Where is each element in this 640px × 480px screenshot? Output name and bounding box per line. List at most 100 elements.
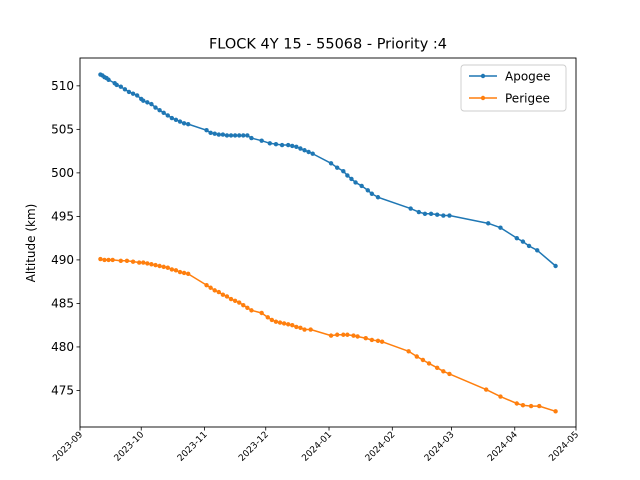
perigee-point	[553, 409, 558, 414]
apogee-point	[267, 141, 273, 146]
perigee-point	[498, 394, 503, 399]
apogee-point	[173, 117, 179, 122]
perigee-point	[345, 332, 350, 337]
apogee-point	[273, 141, 279, 147]
apogee-point	[553, 263, 558, 269]
apogee-point	[165, 113, 170, 118]
perigee-point	[124, 258, 130, 263]
perigee-point	[265, 315, 270, 320]
perigee-point	[406, 349, 411, 354]
perigee-point	[328, 333, 334, 338]
y-tick-label: 500	[51, 166, 74, 180]
perigee-point	[290, 322, 295, 328]
perigee-point	[118, 258, 124, 263]
apogee-point	[161, 110, 166, 116]
perigee-point	[363, 336, 368, 341]
perigee-point	[173, 268, 179, 273]
apogee-point	[435, 212, 440, 217]
legend: Apogee Perigee	[460, 64, 567, 112]
apogee-point	[153, 105, 158, 110]
perigee-point	[249, 308, 254, 313]
apogee-point	[228, 133, 234, 138]
perigee-point	[273, 319, 279, 324]
perigee-point	[277, 320, 283, 325]
perigee-point	[161, 264, 166, 270]
perigee-point	[302, 327, 307, 332]
apogee-point	[185, 121, 191, 127]
apogee-point	[447, 213, 452, 218]
apogee-point	[369, 191, 375, 196]
perigee-point	[334, 332, 340, 337]
y-tick-label: 510	[51, 79, 74, 93]
perigee-point	[369, 337, 375, 343]
perigee-legend-label: Perigee	[505, 91, 550, 105]
apogee-point	[237, 133, 242, 138]
perigee-point	[379, 339, 385, 344]
apogee-point	[216, 132, 221, 137]
apogee-point	[279, 142, 285, 148]
apogee-point	[498, 225, 503, 230]
perigee-point	[149, 262, 154, 267]
perigee-point	[286, 322, 291, 327]
perigee-point	[269, 317, 275, 323]
perigee-point	[181, 270, 187, 276]
apogee-point	[204, 128, 209, 133]
perigee-point	[208, 285, 213, 290]
apogee-point	[145, 100, 150, 105]
perigee-point	[165, 265, 170, 270]
perigee-point	[483, 387, 489, 392]
apogee-point	[345, 173, 350, 178]
apogee-point	[290, 143, 295, 149]
apogee-point	[169, 115, 175, 121]
perigee-point	[212, 288, 217, 293]
apogee-legend-marker	[480, 73, 486, 79]
perigee-point	[141, 260, 146, 265]
perigee-point	[281, 321, 287, 326]
perigee-point	[351, 333, 356, 338]
perigee-point	[341, 332, 346, 337]
perigee-point	[153, 262, 158, 268]
apogee-point	[514, 235, 520, 241]
apogee-point	[349, 176, 354, 182]
perigee-point	[216, 289, 221, 295]
apogee-point	[428, 211, 434, 216]
apogee-point	[353, 180, 358, 185]
apogee-point	[520, 239, 526, 244]
perigee-point	[98, 256, 103, 262]
y-tick-label: 480	[51, 340, 74, 354]
perigee-point	[241, 302, 246, 308]
perigee-legend-marker	[480, 95, 486, 101]
apogee-point	[302, 148, 307, 153]
y-tick-label: 495	[51, 210, 74, 224]
y-axis-label: Altitude (km)	[24, 204, 38, 283]
apogee-point	[220, 132, 226, 137]
apogee-point	[118, 84, 124, 89]
axes-frame	[79, 57, 577, 428]
apogee-point	[224, 133, 230, 138]
apogee-point	[232, 133, 238, 138]
apogee-point	[359, 183, 364, 189]
perigee-point	[308, 327, 313, 332]
apogee-point	[249, 135, 254, 141]
perigee-point	[298, 325, 303, 330]
apogee-point	[341, 168, 346, 174]
apogee-point	[408, 206, 413, 211]
apogee-point	[177, 119, 183, 124]
apogee-point	[212, 131, 217, 136]
perigee-point	[528, 403, 534, 409]
apogee-point	[365, 188, 370, 193]
perigee-point	[232, 298, 238, 304]
apogee-point	[334, 165, 340, 170]
perigee-point	[414, 354, 419, 359]
perigee-point	[447, 371, 452, 377]
y-tick-label: 475	[51, 384, 74, 398]
apogee-point	[114, 82, 119, 88]
perigee-point	[177, 269, 183, 275]
apogee-point	[245, 133, 250, 138]
perigee-point	[224, 294, 230, 299]
apogee-point	[106, 77, 111, 82]
perigee-point	[294, 324, 299, 330]
perigee-point	[110, 257, 115, 263]
apogee-legend-label: Apogee	[505, 69, 551, 83]
